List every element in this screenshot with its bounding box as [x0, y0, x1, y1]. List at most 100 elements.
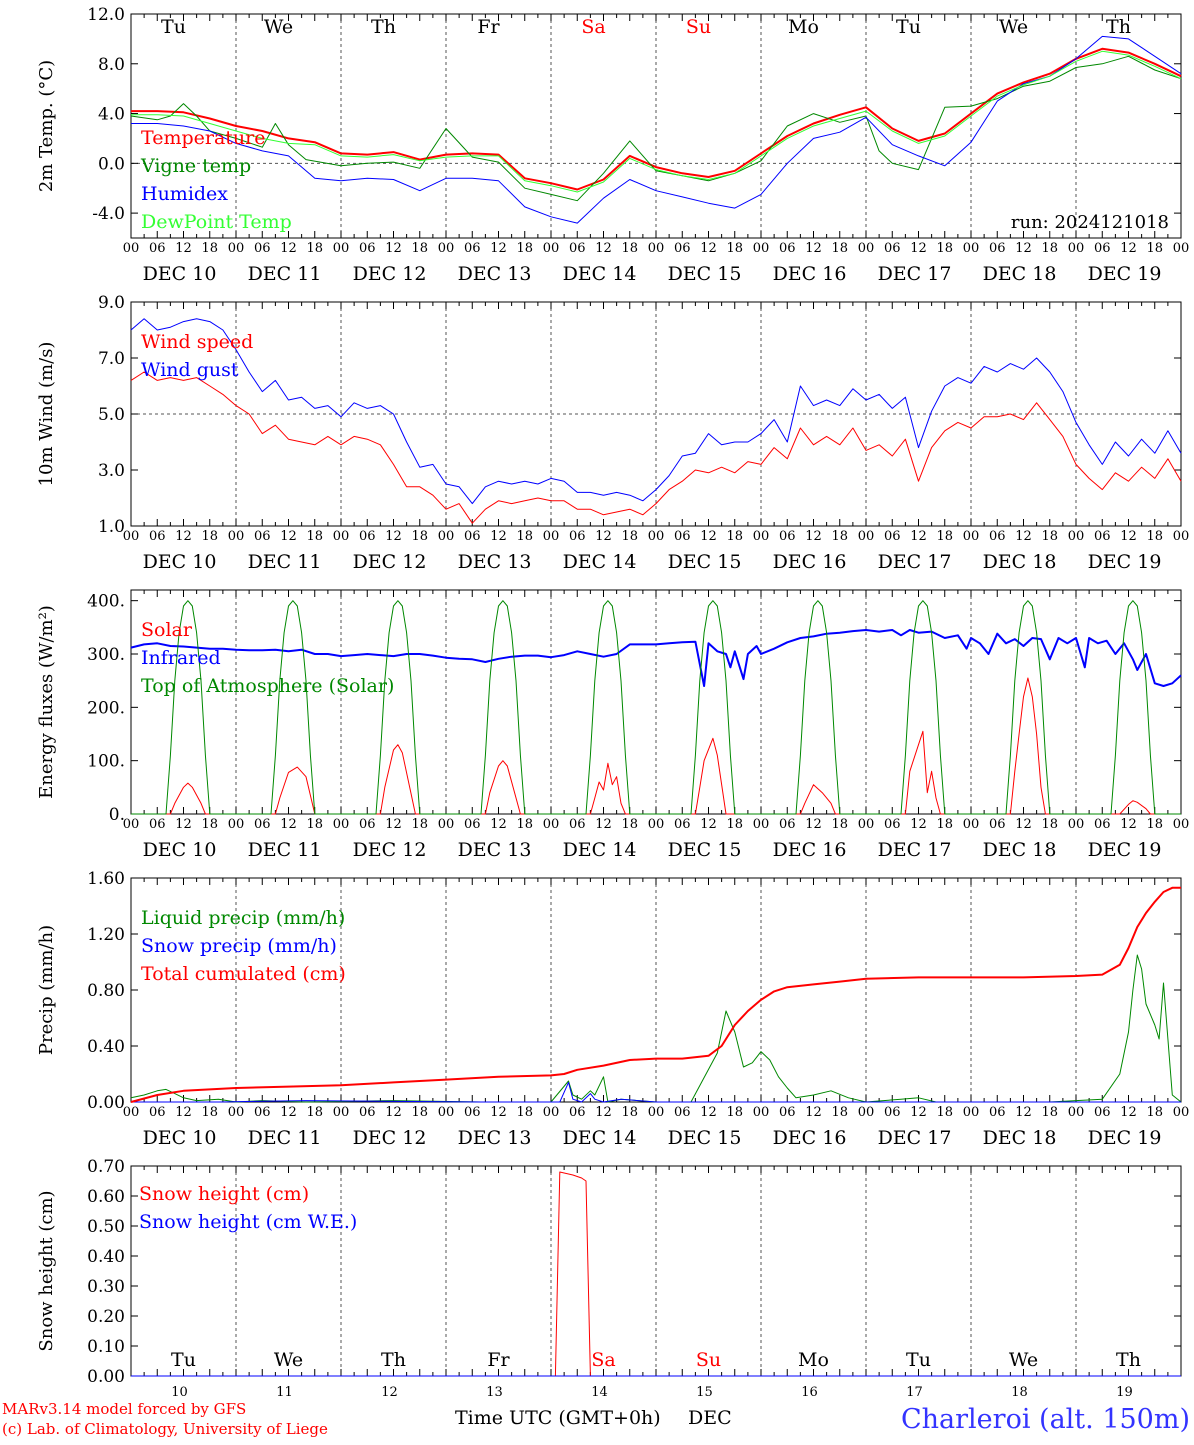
- date-label: DEC 15: [668, 839, 742, 861]
- y-tick-label: 9.0: [98, 293, 125, 313]
- hour-tick-label: 18: [831, 241, 848, 256]
- y-tick-label: 0.60: [87, 1187, 125, 1207]
- day-number-label: 13: [486, 1385, 503, 1400]
- hour-tick-label: 12: [1015, 529, 1032, 544]
- hour-tick-label: 12: [1120, 817, 1137, 832]
- date-label: DEC 19: [1088, 1127, 1162, 1149]
- hour-tick-label: 12: [175, 1105, 192, 1120]
- hour-tick-label: 06: [464, 1105, 481, 1120]
- hour-tick-label: 06: [674, 817, 691, 832]
- y-tick-label: 1.20: [87, 925, 125, 945]
- hour-tick-label: 18: [726, 529, 743, 544]
- y-axis-label: Energy fluxes (W/m²): [36, 605, 57, 799]
- legend-entry: DewPoint Temp: [141, 211, 292, 233]
- hour-tick-label: 12: [1015, 1105, 1032, 1120]
- hour-tick-label: 18: [621, 529, 638, 544]
- hour-tick-label: 18: [306, 1105, 323, 1120]
- day-name-label: Tu: [906, 1349, 931, 1371]
- day-number-label: 17: [906, 1385, 923, 1400]
- hour-tick-label: 18: [936, 817, 953, 832]
- hour-tick-label: 12: [385, 241, 402, 256]
- hour-tick-label: 12: [910, 1105, 927, 1120]
- hour-tick-label: 06: [149, 529, 166, 544]
- hour-tick-label: 12: [595, 241, 612, 256]
- hour-tick-label: 00: [1068, 817, 1085, 832]
- hour-tick-label: 06: [779, 241, 796, 256]
- legend-entry: Wind speed: [141, 331, 253, 353]
- hour-tick-label: 18: [936, 1105, 953, 1120]
- hour-tick-label: 00: [543, 1105, 560, 1120]
- date-label: DEC 19: [1088, 839, 1162, 861]
- y-tick-label: 7.0: [98, 349, 125, 369]
- hour-tick-label: 18: [516, 241, 533, 256]
- hour-tick-label: 00: [438, 817, 455, 832]
- y-tick-label: 0.20: [87, 1307, 125, 1327]
- hour-tick-label: 18: [831, 1105, 848, 1120]
- date-label: DEC 19: [1088, 551, 1162, 573]
- date-label: DEC 18: [983, 1127, 1057, 1149]
- hour-tick-label: 00: [228, 241, 245, 256]
- hour-tick-label: 12: [175, 241, 192, 256]
- hour-tick-label: 12: [700, 241, 717, 256]
- day-name-label: Su: [686, 16, 711, 38]
- y-tick-label: 400.: [87, 592, 125, 612]
- hour-tick-label: 18: [1041, 529, 1058, 544]
- x-axis-month: DEC: [688, 1407, 732, 1429]
- hour-tick-label: 18: [411, 241, 428, 256]
- hour-tick-label: 00: [858, 817, 875, 832]
- hour-tick-label: 12: [490, 1105, 507, 1120]
- hour-tick-label: 00: [648, 817, 665, 832]
- hour-tick-label: 12: [490, 529, 507, 544]
- date-label: DEC 18: [983, 839, 1057, 861]
- hour-tick-label: 06: [359, 529, 376, 544]
- day-name-label: We: [1009, 1349, 1038, 1371]
- series-line-dewpoint-temp: [131, 50, 1182, 193]
- day-name-label: Th: [371, 16, 396, 38]
- hour-tick-label: 18: [1146, 241, 1163, 256]
- hour-tick-label: 12: [1120, 529, 1137, 544]
- y-tick-label: 100.: [87, 752, 125, 772]
- hour-tick-label: 06: [149, 817, 166, 832]
- hour-tick-label: 00: [228, 1105, 245, 1120]
- hour-tick-label: 00: [1068, 1105, 1085, 1120]
- series-line-total-cumulated-cm-: [130, 886, 1181, 1103]
- station-label: Charleroi (alt. 150m): [901, 1404, 1190, 1435]
- hour-tick-label: 00: [543, 817, 560, 832]
- day-name-label: Fr: [477, 16, 500, 38]
- hour-tick-label: 00: [648, 529, 665, 544]
- hour-tick-label: 12: [805, 1105, 822, 1120]
- day-name-label: Su: [696, 1349, 721, 1371]
- y-tick-label: 300.: [87, 645, 125, 665]
- date-label: DEC 16: [773, 839, 847, 861]
- legend-entry: Temperature: [141, 127, 265, 149]
- hour-tick-label: 06: [359, 817, 376, 832]
- hour-tick-label: 18: [726, 817, 743, 832]
- hour-tick-label: 06: [779, 817, 796, 832]
- series-line-wind-speed: [130, 371, 1182, 524]
- date-label: DEC 12: [353, 263, 427, 285]
- day-number-label: 12: [381, 1385, 398, 1400]
- legend-entry: Total cumulated (cm): [141, 963, 346, 985]
- date-label: DEC 12: [353, 551, 427, 573]
- date-label: DEC 10: [143, 263, 217, 285]
- hour-tick-label: 06: [569, 241, 586, 256]
- credit-line: MARv3.14 model forced by GFS: [2, 1400, 246, 1418]
- hour-tick-label: 06: [1094, 817, 1111, 832]
- hour-tick-label: 18: [1146, 529, 1163, 544]
- date-label: DEC 10: [143, 551, 217, 573]
- hour-tick-label: 12: [700, 817, 717, 832]
- hour-tick-label: 18: [1041, 1105, 1058, 1120]
- hour-tick-label: 12: [805, 529, 822, 544]
- panel-frame-energy: [130, 589, 1182, 815]
- date-label: DEC 18: [983, 551, 1057, 573]
- day-name-label: We: [274, 1349, 303, 1371]
- y-tick-label: 0.70: [87, 1157, 125, 1177]
- legend-entry: Solar: [141, 619, 193, 641]
- day-number-label: 16: [801, 1385, 818, 1400]
- day-number-label: 15: [696, 1385, 713, 1400]
- hour-tick-label: 12: [280, 529, 297, 544]
- hour-tick-label: 06: [359, 241, 376, 256]
- hour-tick-label: 12: [910, 529, 927, 544]
- hour-tick-label: 00: [1173, 529, 1190, 544]
- hour-tick-label: 12: [490, 241, 507, 256]
